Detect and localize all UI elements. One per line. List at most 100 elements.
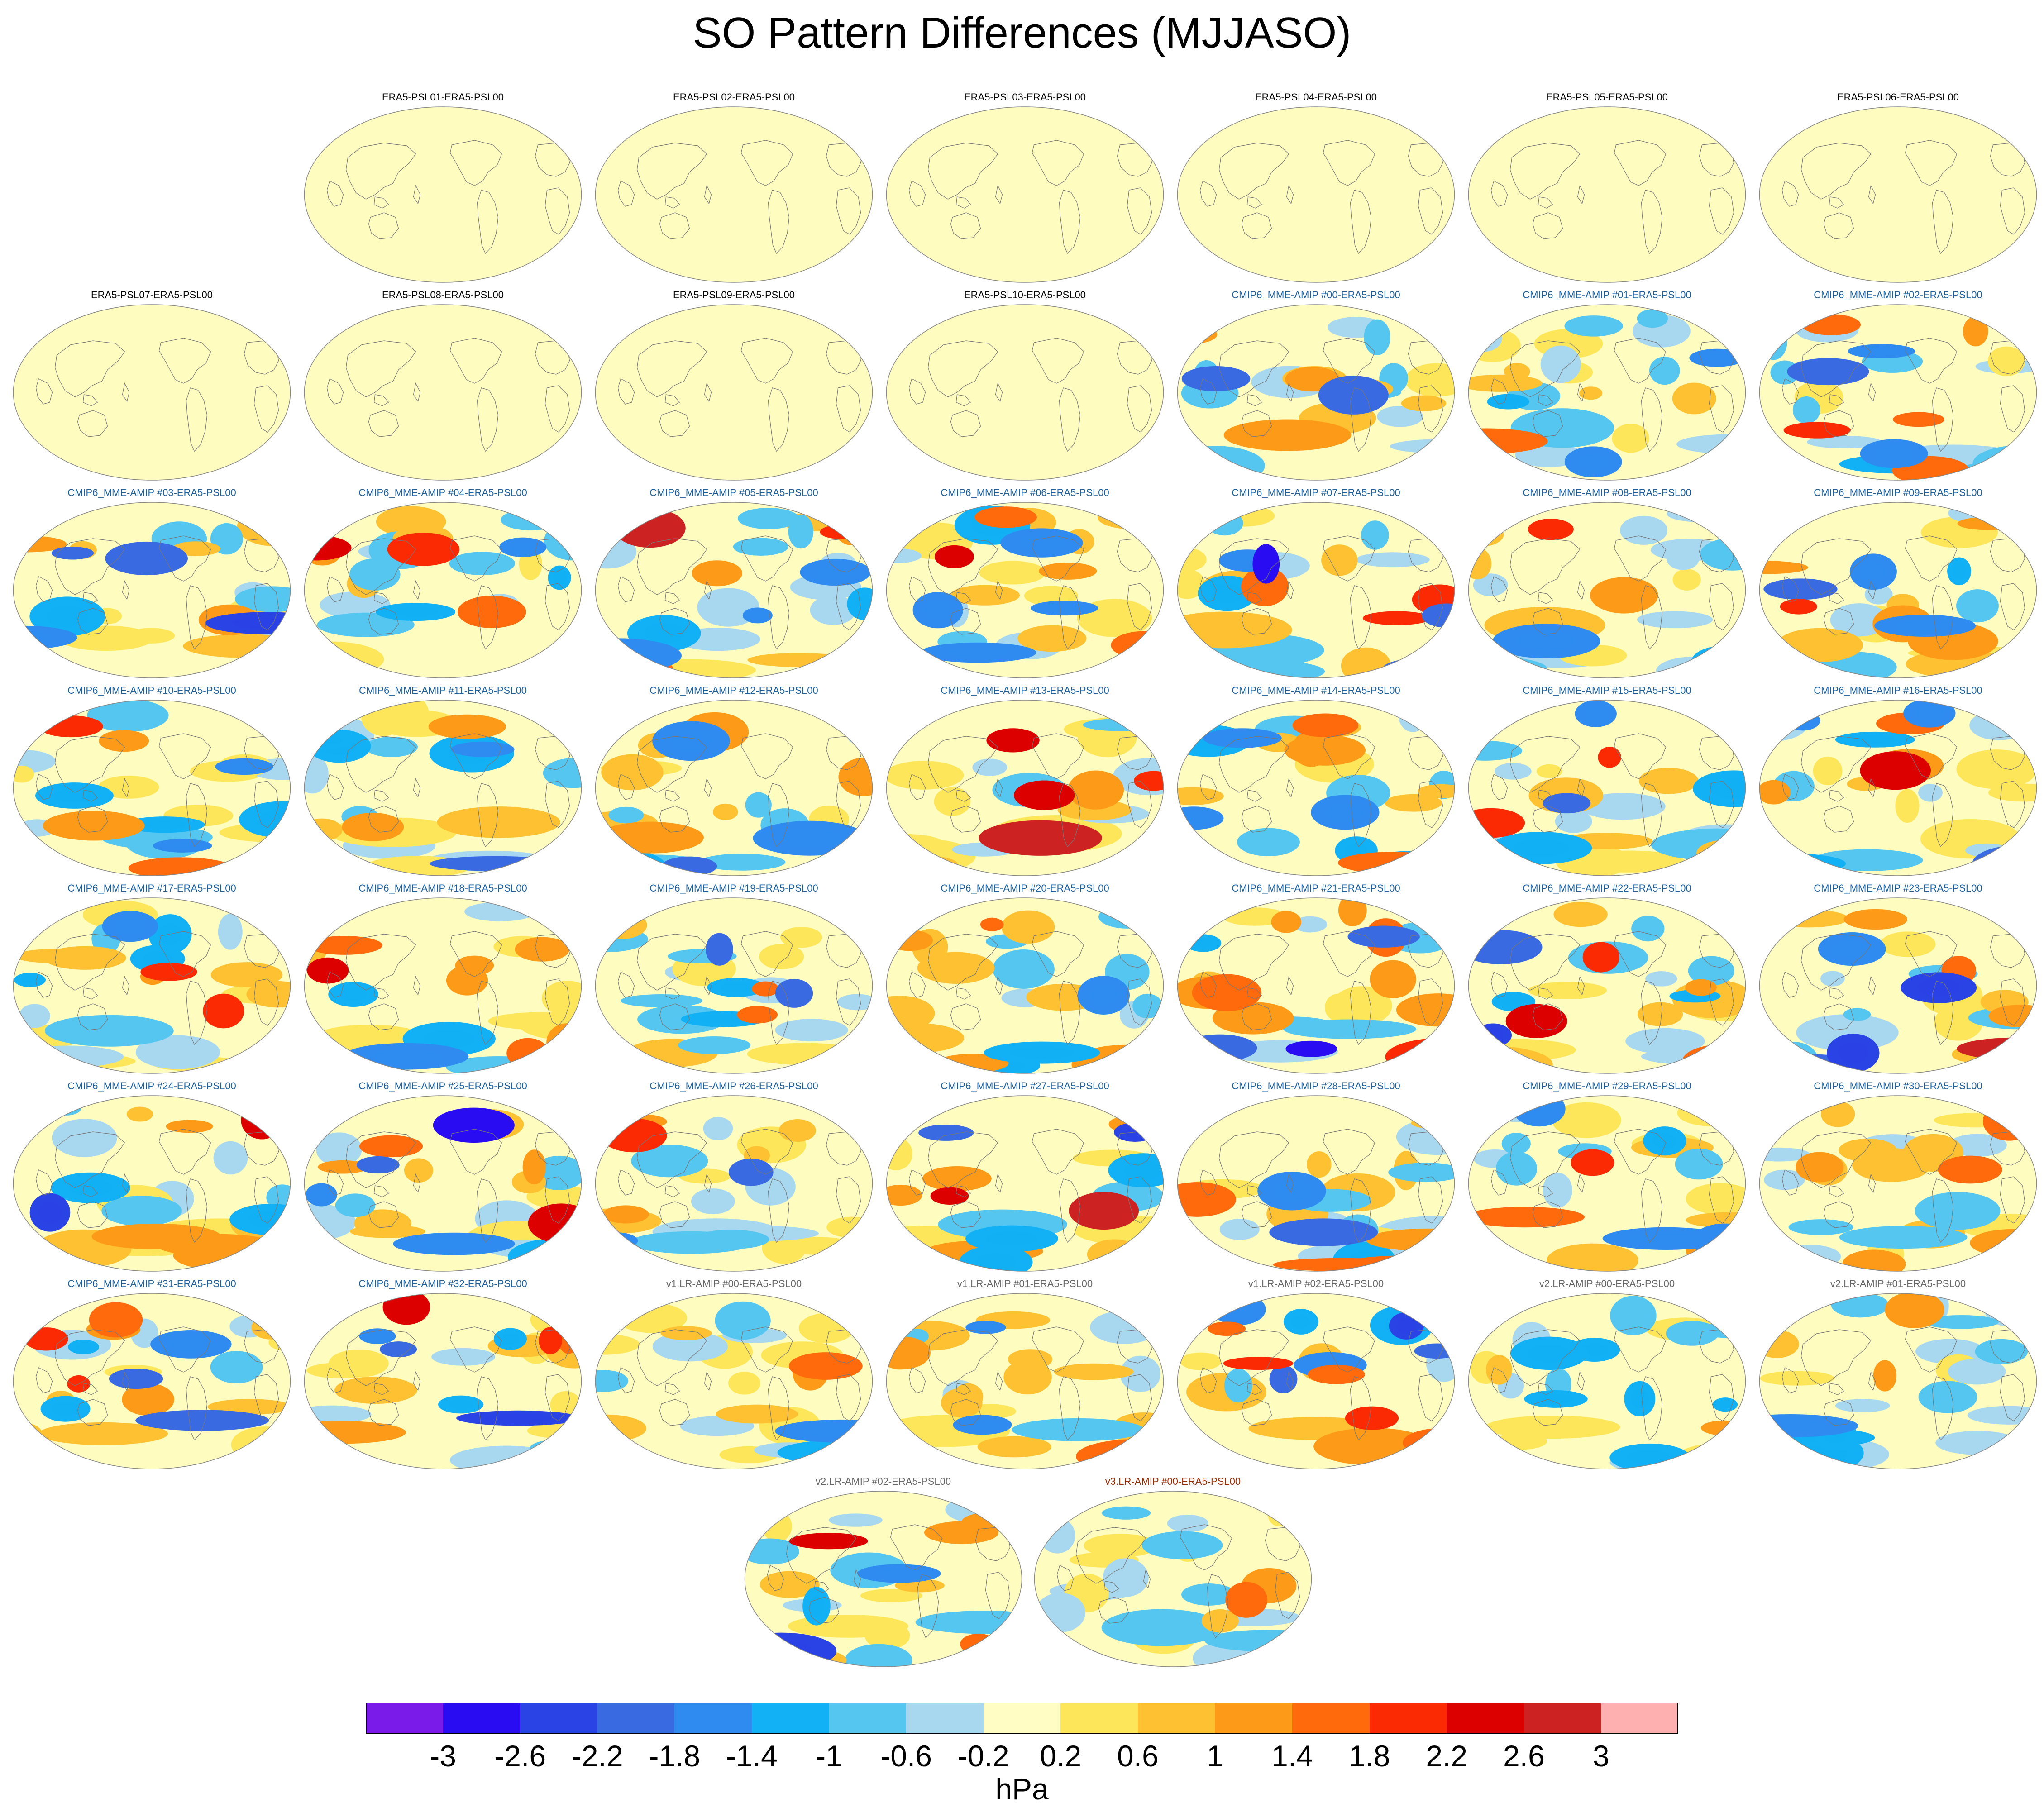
coastline — [158, 535, 211, 582]
map-panel: ERA5-PSL02-ERA5-PSL00 — [588, 91, 879, 285]
map-panel: CMIP6_MME-AMIP #04-ERA5-PSL00 — [297, 486, 588, 681]
anomaly-core — [423, 1029, 475, 1048]
map-border — [1177, 897, 1455, 1074]
coastline — [740, 338, 793, 384]
coastline — [1829, 1383, 1844, 1395]
coastline — [927, 340, 998, 397]
anomaly-contour — [1219, 1219, 1260, 1240]
anomaly-core — [1010, 1046, 1074, 1059]
robinson-map — [595, 700, 873, 876]
anomaly-core — [886, 905, 915, 926]
anomaly-core — [1142, 775, 1164, 787]
coastline — [1905, 140, 1958, 186]
anomaly-contour — [620, 994, 703, 1007]
anomaly-core — [1478, 938, 1524, 957]
coastline — [326, 378, 344, 405]
coastline — [908, 378, 926, 405]
anomaly-contour — [830, 1111, 854, 1125]
anomaly-contour — [1468, 1307, 1497, 1325]
anomaly-contour — [1915, 1192, 2001, 1230]
anomaly-contour — [1540, 345, 1581, 383]
map-panel: CMIP6_MME-AMIP #32-ERA5-PSL00 — [297, 1277, 588, 1472]
coastline — [1147, 1317, 1157, 1330]
anomaly-core — [555, 1031, 579, 1053]
robinson-map — [1759, 897, 2037, 1074]
anomaly-contour — [365, 736, 418, 758]
map-panel: ERA5-PSL07-ERA5-PSL00 — [6, 288, 297, 483]
anomaly-core — [367, 1332, 388, 1341]
anomaly-contour — [1612, 424, 1649, 453]
anomaly-core — [783, 985, 805, 1001]
anomaly-core — [1345, 901, 1361, 920]
anomaly-contour — [1637, 1002, 1683, 1026]
anomaly-core — [1584, 706, 1608, 721]
robinson-map — [1177, 304, 1455, 481]
anomaly-contour — [1325, 994, 1351, 1021]
coastline — [1781, 576, 1799, 602]
anomaly-contour — [1649, 356, 1680, 385]
robinson-map — [1468, 1293, 1746, 1469]
anomaly-core — [943, 550, 965, 563]
anomaly-core — [1297, 1044, 1326, 1054]
coastline — [1823, 1399, 1854, 1426]
map-background — [304, 305, 582, 480]
coastline — [1509, 934, 1581, 991]
coastline — [1059, 783, 1081, 848]
anomaly-contour — [886, 1257, 957, 1271]
coastline — [1350, 585, 1372, 650]
anomaly-contour — [1293, 916, 1328, 933]
map-border — [886, 1095, 1164, 1272]
coastline — [995, 778, 1003, 798]
anomaly-contour — [1167, 1514, 1208, 1532]
anomaly-core — [1759, 858, 1816, 870]
anomaly-contour — [837, 994, 873, 1011]
coastline — [477, 1376, 499, 1441]
colorbar — [366, 1703, 1679, 1734]
anomaly-contour — [1934, 1113, 2019, 1128]
coastline — [565, 921, 575, 934]
coastline — [345, 340, 416, 397]
anomaly-contour — [608, 806, 644, 824]
coastline — [836, 978, 861, 1026]
anomaly-core — [134, 1390, 163, 1409]
anomaly-core — [1334, 384, 1373, 406]
anomaly-core — [808, 1445, 873, 1460]
coastline — [1577, 778, 1585, 798]
anomaly-core — [1581, 1155, 1605, 1170]
coastline — [1199, 1367, 1217, 1393]
coastline — [373, 1185, 389, 1197]
coastline — [1199, 181, 1217, 207]
map-panel: CMIP6_MME-AMIP #18-ERA5-PSL00 — [297, 882, 588, 1076]
map-border — [1177, 1293, 1455, 1469]
anomaly-core — [1815, 319, 1848, 331]
anomaly-contour — [1788, 1219, 1853, 1235]
anomaly-contour — [1880, 931, 1936, 957]
coastline — [1800, 736, 1872, 793]
panel-label: CMIP6_MME-AMIP #09-ERA5-PSL00 — [1814, 487, 1982, 498]
anomaly-contour — [1982, 1102, 2035, 1141]
anomaly-contour — [601, 754, 664, 791]
anomaly-contour — [715, 1301, 771, 1340]
anomaly-core — [510, 542, 536, 553]
anomaly-contour — [1760, 324, 1787, 360]
map-panel: CMIP6_MME-AMIP #11-ERA5-PSL00 — [297, 684, 588, 878]
coastline — [1075, 1527, 1146, 1584]
anomaly-contour — [1090, 1311, 1159, 1344]
anomaly-core — [1603, 751, 1616, 763]
coastline — [767, 1565, 784, 1591]
anomaly-contour — [1401, 395, 1447, 411]
coastline — [368, 1399, 399, 1426]
anomaly-core — [1915, 705, 1944, 721]
coastline — [704, 1371, 712, 1391]
map-panel: CMIP6_MME-AMIP #06-ERA5-PSL00 — [879, 486, 1170, 681]
anomaly-contour — [1843, 1008, 1871, 1021]
map-border — [595, 1095, 873, 1272]
anomaly-contour — [135, 1035, 220, 1069]
anomaly-core — [75, 1343, 92, 1351]
anomaly-core — [1378, 614, 1416, 622]
anomaly-core — [1320, 1369, 1352, 1380]
coastline — [1199, 774, 1217, 800]
coastline — [1509, 143, 1581, 200]
anomaly-core — [855, 595, 873, 613]
anomaly-core — [1878, 1367, 1891, 1385]
